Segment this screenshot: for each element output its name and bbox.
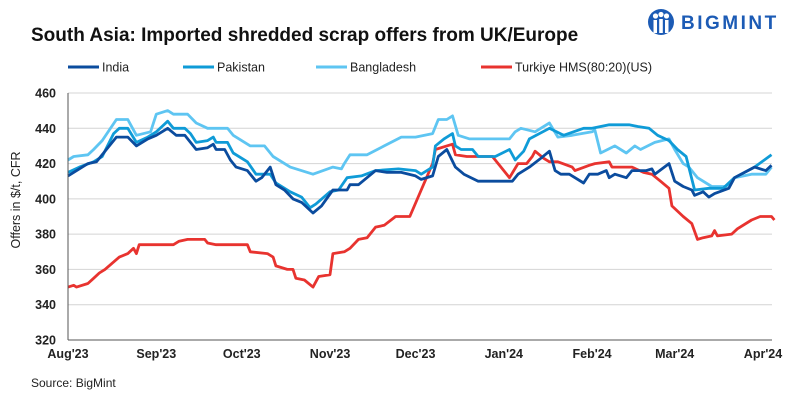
logo-mark-icon bbox=[648, 9, 674, 35]
y-tick-label: 400 bbox=[35, 192, 56, 206]
series-line-pakistan bbox=[67, 119, 773, 210]
x-tick-label: Jan'24 bbox=[485, 347, 523, 361]
x-tick-label: Apr'24 bbox=[744, 347, 782, 361]
y-tick-label: 340 bbox=[35, 298, 56, 312]
source-note: Source: BigMint bbox=[31, 376, 116, 390]
x-tick-label: Feb'24 bbox=[573, 347, 612, 361]
gridlines bbox=[68, 92, 772, 306]
y-tick-label: 320 bbox=[35, 334, 56, 348]
bigmint-logo: BIGMINT bbox=[648, 9, 779, 35]
x-tick-label: Oct'23 bbox=[223, 347, 261, 361]
y-axis-title: Offers in $/t, CFR bbox=[9, 151, 23, 248]
legend-item: Pakistan bbox=[183, 61, 265, 75]
legend-label: India bbox=[102, 61, 129, 75]
legend-item: Bangladesh bbox=[316, 61, 416, 75]
x-axis-ticks: Aug'23 Sep'23 Oct'23 Nov'23 Dec'23 Jan'24 Feb'… bbox=[47, 347, 782, 361]
legend-label: Turkiye HMS(80:20)(US) bbox=[515, 61, 652, 75]
x-tick-label: Nov'23 bbox=[310, 347, 351, 361]
x-tick-label: Mar'24 bbox=[655, 347, 694, 361]
legend-label: Bangladesh bbox=[350, 61, 416, 75]
y-tick-label: 360 bbox=[35, 263, 56, 277]
legend: India Pakistan Bangladesh Turkiye HMS(80:20… bbox=[68, 61, 652, 75]
y-axis-ticks: 320 340 360 380 400 420 440 460 bbox=[35, 87, 56, 348]
logo-text: BIGMINT bbox=[681, 13, 779, 34]
chart-title: South Asia: Imported shredded scrap offe… bbox=[31, 25, 578, 46]
legend-label: Pakistan bbox=[217, 61, 265, 75]
x-tick-label: Dec'23 bbox=[396, 347, 436, 361]
y-tick-label: 440 bbox=[35, 122, 56, 136]
y-tick-label: 420 bbox=[35, 157, 56, 171]
legend-item: Turkiye HMS(80:20)(US) bbox=[481, 61, 652, 75]
series-line-bangladesh bbox=[67, 109, 773, 188]
y-tick-label: 380 bbox=[35, 228, 56, 242]
series-line-india bbox=[67, 126, 773, 215]
y-tick-label: 460 bbox=[35, 87, 56, 101]
x-tick-label: Sep'23 bbox=[136, 347, 176, 361]
legend-item: India bbox=[68, 61, 129, 75]
x-tick-label: Aug'23 bbox=[47, 347, 88, 361]
series-lines bbox=[67, 109, 776, 289]
